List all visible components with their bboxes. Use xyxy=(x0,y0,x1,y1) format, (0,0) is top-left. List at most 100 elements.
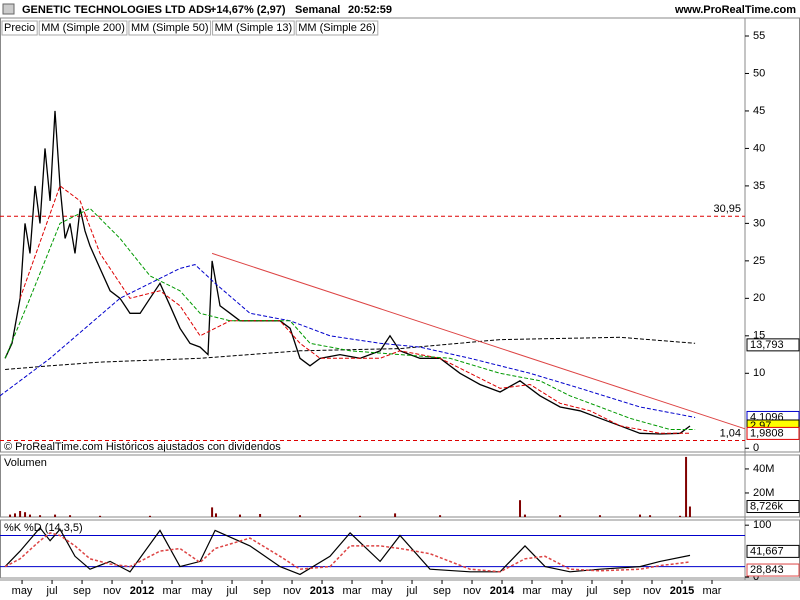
instrument: GENETIC TECHNOLOGIES LTD ADS xyxy=(22,4,211,16)
y-tick-label: 0 xyxy=(753,442,759,454)
x-tick-label: jul xyxy=(46,585,58,597)
x-tick-label: 2013 xyxy=(310,585,334,597)
last-label-box xyxy=(746,544,800,558)
legend-box xyxy=(1,20,38,36)
x-tick-label: 2015 xyxy=(670,585,694,597)
volume-bar xyxy=(19,510,22,517)
legend-box xyxy=(128,20,212,36)
volume-bar xyxy=(238,514,241,517)
value-label: 8,726k xyxy=(750,500,784,512)
oscillator-line xyxy=(4,532,691,573)
site: www.ProRealTime.com xyxy=(674,4,796,16)
period: Semanal xyxy=(295,4,340,16)
y-tick-label: 40M xyxy=(753,463,774,475)
last-label-box xyxy=(746,563,800,577)
time: 20:52:59 xyxy=(348,4,392,16)
x-tick-label: nov xyxy=(103,585,121,597)
x-tick-label: nov xyxy=(283,585,301,597)
volume-bar xyxy=(24,512,27,517)
legend-box xyxy=(212,20,295,36)
y-tick-label: 35 xyxy=(753,180,765,192)
x-tick-label: sep xyxy=(73,585,91,597)
footer: © ProRealTime.com Históricos ajustados c… xyxy=(4,441,281,453)
y-tick-label: 50 xyxy=(753,67,765,79)
x-tick-label: 2012 xyxy=(130,585,154,597)
last-label: 28,843 xyxy=(750,564,784,576)
legend-entry: Precio xyxy=(4,22,35,34)
x-tick-label: mar xyxy=(703,585,722,597)
legend-entry: MM (Simple 200) xyxy=(41,22,125,34)
x-tick-label: 2014 xyxy=(490,585,515,597)
volume-bar xyxy=(559,515,562,517)
volume-bar xyxy=(439,515,442,517)
x-tick-label: mar xyxy=(523,585,542,597)
legend-entry: MM (Simple 26) xyxy=(298,22,376,34)
x-tick-label: jul xyxy=(226,585,238,597)
y-tick-label: 0 xyxy=(753,571,759,583)
volume-bar xyxy=(358,515,361,517)
volume-bar xyxy=(685,456,688,517)
volume-bar xyxy=(679,515,682,517)
x-tick-label: sep xyxy=(613,585,631,597)
price-line xyxy=(4,110,691,435)
volume-bar xyxy=(9,514,12,517)
legend-entry: MM (Simple 50) xyxy=(131,22,209,34)
y-tick-label: 30 xyxy=(753,217,765,229)
change: +14,67% (2,97) xyxy=(210,4,286,16)
moving-average xyxy=(5,336,696,370)
x-tick-label: nov xyxy=(643,585,661,597)
volume-bar xyxy=(394,513,397,517)
x-tick-label: jul xyxy=(406,585,418,597)
last-label: 41,667 xyxy=(750,545,784,557)
trendline xyxy=(211,252,746,430)
legend-box xyxy=(295,20,379,36)
oscillator-line xyxy=(4,526,691,576)
volume-bar xyxy=(28,514,31,517)
volume-bar xyxy=(649,515,652,517)
volume-bar xyxy=(69,515,72,517)
volume-bar xyxy=(639,514,642,517)
legend-box xyxy=(38,20,128,36)
x-tick-label: may xyxy=(192,585,213,597)
y-tick-label: 10 xyxy=(753,367,765,379)
y-tick-label: 20M xyxy=(753,487,774,499)
moving-average xyxy=(4,207,696,430)
volume-bar xyxy=(99,515,102,517)
volume-bar xyxy=(519,500,522,517)
x-tick-label: sep xyxy=(433,585,451,597)
y-tick-label: 40 xyxy=(753,142,765,154)
volume-bar xyxy=(39,515,42,517)
volume-bar xyxy=(298,515,301,517)
legend-entry: MM (Simple 13) xyxy=(215,22,293,34)
x-tick-label: mar xyxy=(163,585,182,597)
x-tick-label: mar xyxy=(343,585,362,597)
icon[interactable] xyxy=(2,3,15,15)
volume-bar xyxy=(13,513,16,517)
volume-bar xyxy=(259,513,262,517)
x-tick-label: jul xyxy=(586,585,598,597)
volume-bar xyxy=(523,514,526,517)
last-label-box xyxy=(746,500,800,514)
x-tick-label: may xyxy=(12,585,33,597)
y-tick-label: 100 xyxy=(753,519,771,531)
last-label-box xyxy=(746,426,800,440)
moving-average xyxy=(0,264,696,418)
y-tick-label: 45 xyxy=(753,105,765,117)
volume-bar xyxy=(148,515,151,517)
x-tick-label: may xyxy=(552,585,573,597)
y-tick-label: 20 xyxy=(753,292,765,304)
pane-title: %K xyxy=(4,522,22,534)
last-label: 13,793 xyxy=(750,339,784,351)
volume-bar xyxy=(211,507,214,517)
last-label-box xyxy=(746,338,800,352)
volume-bar xyxy=(688,506,691,517)
pane-title: Volumen xyxy=(4,457,47,469)
reference-label: 1,04 xyxy=(720,427,741,439)
x-tick-label: nov xyxy=(463,585,481,597)
volume-bar xyxy=(214,513,217,517)
x-tick-label: may xyxy=(372,585,393,597)
y-tick-label: 25 xyxy=(753,255,765,267)
last-label: 1,9808 xyxy=(750,427,784,439)
reference-label: 30,95 xyxy=(713,203,741,215)
